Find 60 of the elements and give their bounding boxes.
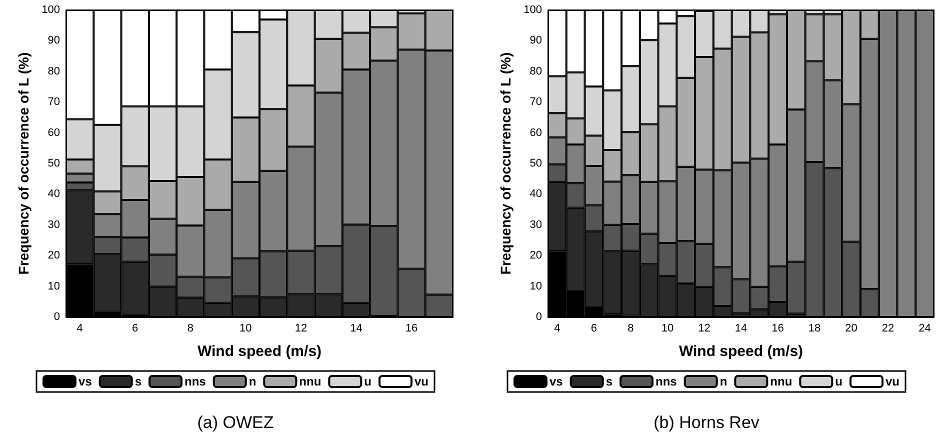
y-tick-label: 90 xyxy=(48,34,60,47)
legend-label: vu xyxy=(886,374,900,388)
x-tick-label: 14 xyxy=(350,322,362,334)
x-tick-label: 16 xyxy=(405,322,418,334)
legend-label: vs xyxy=(549,374,564,388)
x-tick-label: 4 xyxy=(76,322,83,334)
y-tick-label: 100 xyxy=(524,4,542,16)
x-tick-label: 24 xyxy=(918,322,931,334)
x-tick-label: 6 xyxy=(590,322,598,334)
y-tick-label: 20 xyxy=(530,250,542,262)
x-tick-label: 10 xyxy=(661,322,674,334)
x-tick-label: 6 xyxy=(132,322,138,334)
legend-label: nnu xyxy=(770,374,792,388)
y-tick-label: 10 xyxy=(48,280,60,292)
y-tick-label: 30 xyxy=(530,218,542,231)
legend-label: nns xyxy=(184,374,206,388)
x-tick-label: 18 xyxy=(808,322,821,334)
x-axis-title: Wind speed (m/s) xyxy=(678,343,804,360)
legend-label: n xyxy=(248,374,256,388)
legend-label: s xyxy=(606,374,613,388)
x-tick-label: 22 xyxy=(882,322,894,334)
x-axis-title: Wind speed (m/s) xyxy=(197,343,322,360)
y-tick-label: 100 xyxy=(42,4,60,16)
y-tick-label: 70 xyxy=(48,96,60,108)
y-tick-label: 90 xyxy=(530,34,542,47)
text: (a) OWEZ xyxy=(197,413,274,432)
y-tick-label: 50 xyxy=(48,158,60,170)
y-tick-label: 30 xyxy=(48,218,60,231)
y-axis-title: Frequency of occurrence of L (%) xyxy=(498,52,514,275)
x-tick-label: 10 xyxy=(240,322,252,334)
y-tick-label: 70 xyxy=(530,96,542,108)
x-tick-label: 12 xyxy=(294,322,308,334)
y-tick-label: 60 xyxy=(48,126,60,139)
x-tick-label: 20 xyxy=(845,322,858,334)
x-tick-label: 4 xyxy=(554,322,560,334)
y-tick-label: 0 xyxy=(536,311,542,323)
y-axis-title: Frequency of occurrence of L (%) xyxy=(16,52,32,275)
legend-label: nnu xyxy=(299,374,322,388)
x-tick-label: 8 xyxy=(187,322,194,334)
x-tick-label: 16 xyxy=(772,322,784,334)
text: (b) Horns Rev xyxy=(654,413,760,432)
y-tick-label: 0 xyxy=(54,311,60,323)
legend-label: nns xyxy=(656,374,678,388)
y-tick-label: 20 xyxy=(48,250,60,262)
x-tick-label: 14 xyxy=(734,322,748,334)
legend-label: u xyxy=(835,374,843,388)
x-tick-label: 12 xyxy=(698,322,710,334)
legend-label: n xyxy=(720,374,728,388)
y-tick-label: 50 xyxy=(530,158,542,170)
y-tick-label: 60 xyxy=(530,126,542,139)
y-tick-label: 10 xyxy=(530,280,542,292)
y-tick-label: 40 xyxy=(530,188,542,200)
legend-label: vs xyxy=(78,374,92,388)
y-tick-label: 80 xyxy=(48,65,60,78)
legend-label: u xyxy=(364,374,372,388)
legend-label: vu xyxy=(414,374,429,388)
y-tick-label: 80 xyxy=(530,65,542,78)
y-tick-label: 40 xyxy=(48,188,60,200)
x-tick-label: 8 xyxy=(628,322,634,334)
legend-label: s xyxy=(134,374,142,388)
